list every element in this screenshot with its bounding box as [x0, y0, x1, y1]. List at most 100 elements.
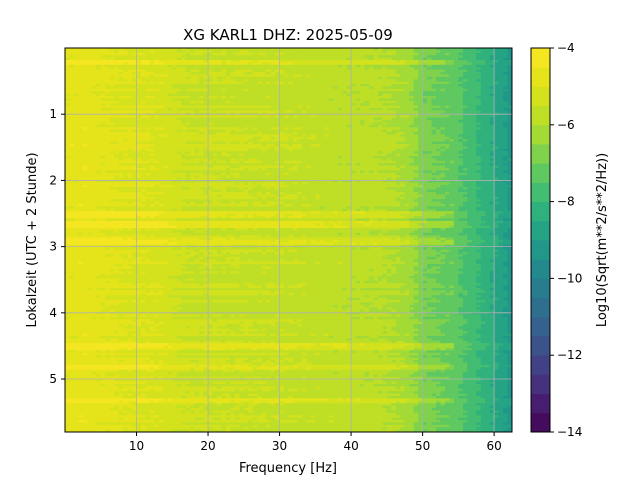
- heatmap-cell: [284, 64, 289, 68]
- heatmap-cell: [342, 50, 348, 54]
- heatmap-cell: [216, 156, 222, 159]
- heatmap-cell: [333, 62, 339, 66]
- heatmap-cell: [185, 79, 191, 82]
- heatmap-cell: [172, 122, 178, 126]
- heatmap-cell: [203, 74, 209, 78]
- heatmap-cell: [471, 160, 477, 164]
- heatmap-cell: [449, 79, 455, 82]
- heatmap-cell: [158, 88, 164, 92]
- heatmap-cell: [342, 76, 348, 80]
- heatmap-cell: [315, 84, 321, 87]
- heatmap-cell: [69, 98, 75, 102]
- heatmap-cell: [154, 103, 160, 106]
- heatmap-cell: [319, 151, 325, 154]
- heatmap-cell: [114, 146, 120, 150]
- heatmap-cell: [440, 124, 446, 128]
- heatmap-cell: [225, 81, 231, 85]
- heatmap-cell: [248, 67, 254, 70]
- heatmap-cell: [288, 88, 294, 92]
- heatmap-cell: [118, 60, 124, 63]
- heatmap-cell: [288, 79, 294, 82]
- heatmap-cell: [96, 105, 102, 109]
- heatmap-cell: [136, 57, 142, 61]
- heatmap-cell: [409, 81, 415, 85]
- heatmap-cell: [377, 48, 383, 51]
- heatmap-cell: [248, 105, 254, 109]
- heatmap-cell: [507, 98, 513, 102]
- heatmap-cell: [453, 153, 459, 157]
- heatmap-cell: [221, 93, 227, 97]
- heatmap-cell: [346, 160, 352, 164]
- heatmap-cell: [82, 62, 88, 66]
- heatmap-cell: [346, 98, 352, 102]
- heatmap-cell: [418, 148, 423, 152]
- heatmap-cell: [427, 108, 432, 111]
- heatmap-cell: [342, 144, 348, 147]
- heatmap-cell: [337, 96, 343, 99]
- heatmap-cell: [391, 52, 397, 56]
- heatmap-cell: [239, 165, 245, 169]
- heatmap-cell: [324, 115, 330, 118]
- heatmap-cell: [270, 74, 276, 78]
- heatmap-cell: [270, 115, 276, 118]
- heatmap-cell: [373, 91, 379, 94]
- heatmap-cell: [266, 132, 272, 135]
- heatmap-cell: [440, 160, 446, 164]
- heatmap-cell: [355, 160, 361, 164]
- heatmap-cell: [364, 76, 370, 80]
- heatmap-cell: [261, 84, 267, 87]
- heatmap-cell: [176, 67, 182, 70]
- heatmap-cell: [132, 86, 137, 90]
- heatmap-cell: [172, 50, 178, 54]
- heatmap-cell: [114, 165, 120, 169]
- heatmap-cell: [404, 84, 410, 87]
- heatmap-cell: [503, 103, 508, 106]
- heatmap-cell: [87, 64, 93, 68]
- heatmap-cell: [368, 127, 374, 130]
- heatmap-cell: [87, 158, 93, 162]
- heatmap-cell: [449, 156, 455, 159]
- heatmap-cell: [507, 93, 513, 97]
- heatmap-cell: [114, 108, 120, 111]
- heatmap-cell: [306, 120, 312, 123]
- heatmap-cell: [301, 165, 307, 169]
- heatmap-cell: [239, 110, 245, 114]
- heatmap-cell: [413, 141, 419, 145]
- heatmap-cell: [355, 52, 361, 56]
- heatmap-cell: [194, 144, 200, 147]
- heatmap-cell: [167, 122, 173, 126]
- heatmap-cell: [400, 141, 406, 145]
- heatmap-cell: [436, 120, 441, 123]
- heatmap-cell: [494, 108, 499, 111]
- heatmap-cell: [292, 50, 298, 54]
- heatmap-cell: [252, 108, 258, 111]
- heatmap-cell: [507, 129, 513, 133]
- heatmap-cell: [208, 69, 213, 73]
- heatmap-cell: [342, 86, 348, 90]
- heatmap-cell: [351, 160, 356, 164]
- heatmap-cell: [480, 158, 486, 162]
- heatmap-cell: [360, 64, 365, 68]
- heatmap-cell: [248, 62, 254, 66]
- heatmap-cell: [132, 52, 137, 56]
- heatmap-cell: [234, 93, 240, 97]
- heatmap-cell: [132, 79, 137, 82]
- heatmap-cell: [73, 84, 79, 87]
- heatmap-cell: [96, 84, 102, 87]
- heatmap-cell: [230, 117, 236, 121]
- heatmap-cell: [275, 163, 280, 166]
- heatmap-cell: [440, 139, 446, 142]
- heatmap-cell: [364, 72, 370, 75]
- heatmap-cell: [212, 144, 218, 147]
- heatmap-cell: [199, 100, 204, 104]
- heatmap-cell: [248, 165, 254, 169]
- heatmap-cell: [181, 153, 187, 157]
- heatmap-cell: [373, 72, 379, 75]
- heatmap-cell: [409, 62, 415, 66]
- heatmap-cell: [109, 124, 115, 128]
- heatmap-cell: [136, 52, 142, 56]
- heatmap-cell: [386, 132, 392, 135]
- heatmap-cell: [190, 139, 196, 142]
- heatmap-cell: [221, 156, 227, 159]
- heatmap-cell: [225, 148, 231, 152]
